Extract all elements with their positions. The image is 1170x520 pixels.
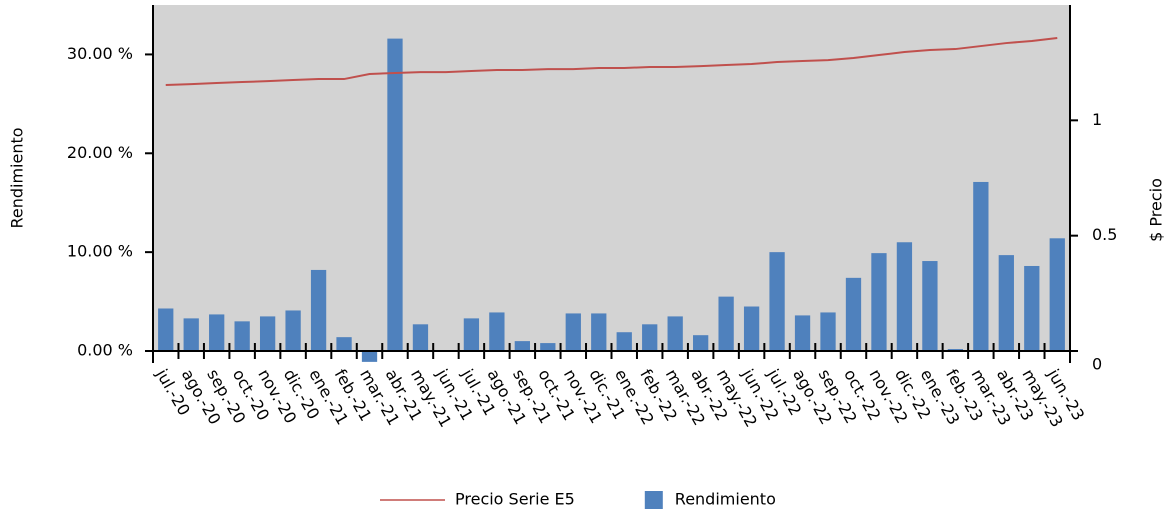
bar (642, 324, 658, 351)
bar (871, 253, 887, 351)
y-tick-label: 20.00 % (67, 143, 133, 162)
bar (412, 324, 429, 351)
bar (591, 313, 607, 351)
bar (922, 261, 938, 351)
bar (183, 318, 199, 351)
legend-swatch (644, 491, 663, 509)
bar (743, 306, 760, 351)
bar (234, 321, 250, 351)
price-line (165, 36, 1058, 87)
bar (285, 310, 301, 351)
plot-area (153, 5, 1070, 351)
y2-tick-label: 1 (1092, 110, 1102, 129)
bar (158, 308, 174, 351)
bar (769, 252, 785, 351)
bar (973, 181, 989, 351)
legend-label: Precio Serie E5 (455, 490, 575, 509)
bar (514, 341, 530, 351)
bar (310, 269, 327, 351)
y2-tick-label: 0.5 (1092, 225, 1117, 244)
bar (489, 312, 505, 351)
bar (1049, 238, 1065, 351)
bar (667, 316, 683, 351)
bar (794, 315, 811, 351)
bar (845, 277, 862, 351)
bar (259, 316, 276, 351)
bar (336, 337, 352, 351)
y-tick-label: 10.00 % (67, 242, 133, 261)
bar (387, 38, 403, 352)
bar (565, 313, 581, 351)
bar (616, 332, 632, 351)
y-axis-title: Rendimiento (8, 127, 27, 228)
bar (896, 242, 913, 351)
y2-tick-label: 0 (1092, 355, 1102, 374)
bar (463, 318, 480, 351)
y-tick-label: 30.00 % (67, 44, 133, 63)
bar (820, 312, 836, 351)
bar (693, 335, 709, 351)
bar (361, 351, 378, 362)
bar (998, 255, 1014, 351)
bar (718, 296, 734, 351)
y2-axis-title: $ Precio (1147, 178, 1166, 242)
bar (540, 343, 556, 351)
y-tick-label: 0.00 % (77, 341, 133, 360)
bar (209, 314, 225, 351)
legend-label: Rendimiento (675, 490, 776, 509)
bar (1024, 265, 1040, 351)
